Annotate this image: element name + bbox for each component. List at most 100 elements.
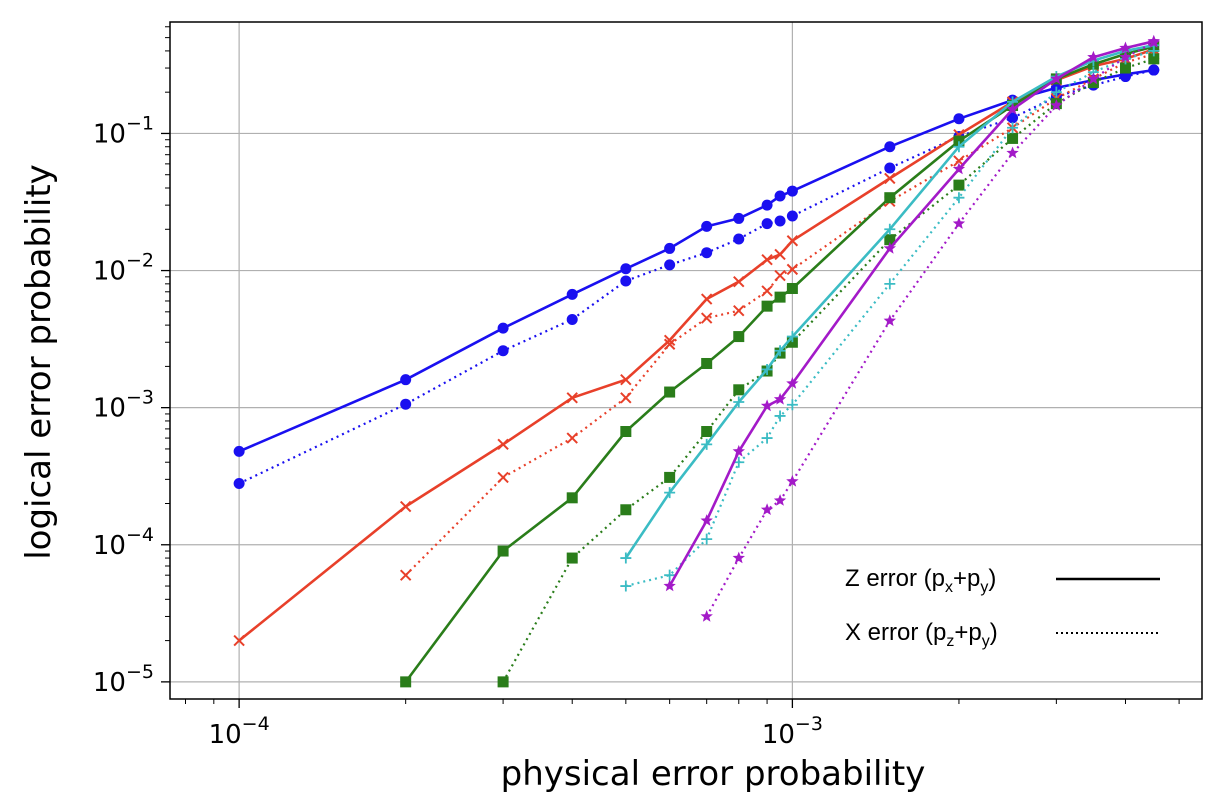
data-point [1050, 86, 1062, 98]
data-point [884, 162, 896, 174]
data-point [701, 426, 713, 438]
y-tick-label: 10−1 [93, 112, 154, 149]
data-point [786, 377, 799, 389]
data-point [1087, 77, 1099, 89]
data-point [761, 285, 773, 297]
data-point [1007, 112, 1019, 124]
data-point [701, 220, 713, 232]
data-point [884, 172, 896, 185]
ticks: 10−4 10−3 10−5 10−4 10−3 10−2 10−1 [93, 26, 1180, 750]
data-point [566, 288, 578, 300]
data-point [664, 242, 676, 254]
data-point [1087, 72, 1100, 85]
data-point [233, 445, 245, 457]
legend-label-x-error: X error (pz+py) [845, 619, 998, 650]
data-point [733, 233, 745, 245]
series-line [625, 49, 1155, 588]
data-point [733, 275, 745, 288]
data-point [701, 533, 713, 545]
data-point [663, 334, 676, 347]
data-point [1050, 99, 1063, 111]
y-tick-label: 10−4 [93, 524, 154, 561]
legend-label-z-error: Z error (px+py) [845, 565, 996, 596]
data-point [663, 338, 676, 350]
data-point [786, 474, 799, 487]
data-point [566, 552, 578, 564]
data-point [761, 253, 773, 266]
series-group [233, 34, 1160, 688]
data-point [497, 322, 509, 334]
data-point [620, 392, 632, 404]
data-point [1119, 41, 1132, 54]
data-point [233, 477, 245, 489]
legend: Z error (px+py) X error (pz+py) [845, 565, 1160, 650]
data-point [233, 634, 245, 647]
x-tick-label: 10−3 [762, 713, 823, 750]
data-point [773, 494, 787, 506]
data-point [774, 291, 786, 303]
data-point [497, 545, 509, 557]
data-point [733, 384, 745, 396]
plot-frame [169, 21, 1203, 700]
series-7 [620, 45, 1160, 592]
plot-area [170, 22, 1202, 699]
data-point [773, 392, 787, 405]
data-point [566, 313, 578, 325]
data-point [952, 217, 966, 229]
data-point [1147, 36, 1160, 48]
data-point [620, 580, 632, 592]
data-point [664, 569, 676, 581]
data-point [786, 331, 798, 343]
data-point [1007, 122, 1019, 134]
data-point [786, 282, 798, 294]
data-point [1050, 72, 1063, 85]
data-point [953, 135, 965, 147]
data-point [1007, 132, 1019, 144]
data-point [774, 410, 786, 422]
data-point [761, 199, 773, 211]
data-point [786, 185, 798, 197]
series-9 [700, 36, 1160, 622]
data-point [761, 300, 773, 312]
data-point [883, 314, 896, 327]
data-point [761, 218, 773, 230]
data-point [700, 610, 713, 622]
data-point [1087, 50, 1100, 63]
data-point [399, 500, 412, 513]
data-point [761, 363, 773, 375]
data-point [620, 504, 632, 516]
data-point [620, 373, 632, 386]
data-point [786, 263, 799, 276]
data-point [400, 398, 412, 410]
data-point [1006, 102, 1019, 115]
data-point [399, 569, 412, 581]
series-line [624, 43, 1155, 559]
data-point [953, 192, 965, 204]
y-tick-label: 10−3 [93, 387, 154, 424]
data-point [497, 438, 509, 451]
data-point [953, 141, 965, 153]
data-point [774, 215, 786, 227]
x-tick-label: 10−4 [209, 713, 270, 750]
data-point [497, 345, 509, 357]
data-point [733, 304, 745, 317]
data-point [400, 374, 412, 386]
data-point [1119, 62, 1131, 74]
data-point [497, 471, 509, 484]
data-point [774, 269, 786, 282]
data-point [761, 432, 773, 444]
data-point [733, 396, 745, 408]
data-point [1006, 146, 1019, 159]
data-point [701, 247, 713, 259]
y-axis-label: logical error probability [19, 164, 59, 560]
y-tick-label: 10−2 [93, 250, 154, 287]
data-point [774, 248, 786, 261]
data-point [732, 551, 745, 564]
data-point [884, 192, 896, 204]
data-point [786, 336, 798, 348]
data-point [1148, 45, 1160, 57]
data-point [732, 444, 745, 457]
data-point [760, 503, 774, 515]
data-point [566, 392, 578, 404]
